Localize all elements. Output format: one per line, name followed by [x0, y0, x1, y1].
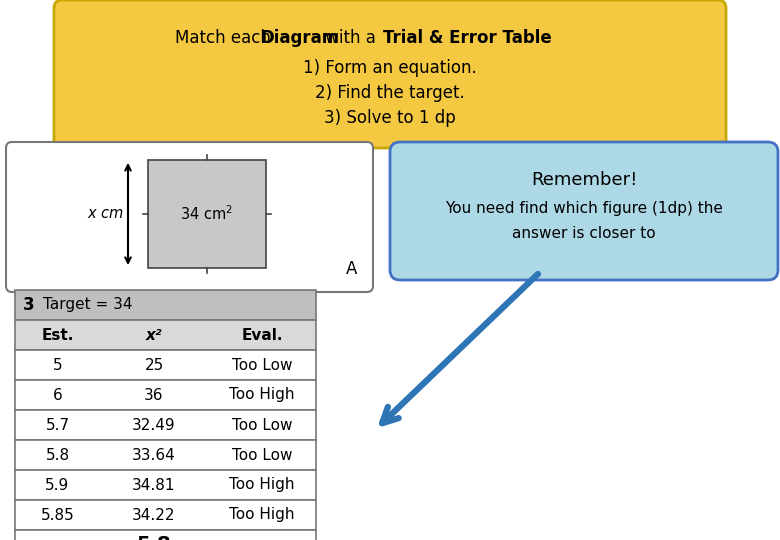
- Text: Too Low: Too Low: [232, 448, 292, 462]
- Text: with a: with a: [321, 29, 381, 47]
- Text: You need find which figure (1dp) the: You need find which figure (1dp) the: [445, 200, 723, 215]
- Text: Too High: Too High: [229, 477, 295, 492]
- Text: A: A: [346, 260, 357, 278]
- Text: Eval.: Eval.: [241, 327, 282, 342]
- Bar: [148, 160, 266, 268]
- FancyBboxPatch shape: [390, 142, 778, 280]
- FancyBboxPatch shape: [54, 0, 726, 148]
- Text: 3: 3: [23, 296, 34, 314]
- Text: Too Low: Too Low: [232, 417, 292, 433]
- Bar: [15, 380, 316, 410]
- Bar: [15, 530, 316, 540]
- Text: $34\ \mathrm{cm}^2$: $34\ \mathrm{cm}^2$: [180, 205, 233, 224]
- Text: 1) Form an equation.: 1) Form an equation.: [303, 59, 477, 77]
- Text: Too High: Too High: [229, 388, 295, 402]
- Text: 5: 5: [53, 357, 62, 373]
- Text: 6: 6: [52, 388, 62, 402]
- Bar: [15, 440, 316, 470]
- Text: Remember!: Remember!: [531, 171, 637, 189]
- Text: 5.85: 5.85: [41, 508, 74, 523]
- Text: 33.64: 33.64: [132, 448, 176, 462]
- Text: answer is closer to: answer is closer to: [512, 226, 656, 241]
- Bar: [15, 500, 316, 530]
- Text: Target = 34: Target = 34: [43, 298, 133, 313]
- Text: Too Low: Too Low: [232, 357, 292, 373]
- Text: 2) Find the target.: 2) Find the target.: [315, 84, 465, 102]
- Text: 5.8: 5.8: [45, 448, 69, 462]
- Bar: [15, 410, 316, 440]
- Text: Trial & Error Table: Trial & Error Table: [383, 29, 551, 47]
- Text: 5.8: 5.8: [136, 536, 172, 540]
- Text: $x$ cm: $x$ cm: [87, 206, 123, 221]
- Text: .: .: [544, 29, 549, 47]
- Text: Est.: Est.: [41, 327, 73, 342]
- Text: Diagram: Diagram: [261, 29, 340, 47]
- Text: Match each: Match each: [175, 29, 276, 47]
- Text: 32.49: 32.49: [132, 417, 176, 433]
- Bar: [15, 350, 316, 380]
- Text: 34.81: 34.81: [133, 477, 176, 492]
- FancyBboxPatch shape: [6, 142, 373, 292]
- Text: 3) Solve to 1 dp: 3) Solve to 1 dp: [324, 109, 456, 127]
- Text: 36: 36: [144, 388, 164, 402]
- Text: x²: x²: [146, 327, 162, 342]
- Bar: [15, 470, 316, 500]
- Text: 25: 25: [144, 357, 164, 373]
- Text: 5.7: 5.7: [45, 417, 69, 433]
- Bar: [15, 320, 316, 350]
- Text: 5.9: 5.9: [45, 477, 69, 492]
- Text: 34.22: 34.22: [133, 508, 176, 523]
- Text: Too High: Too High: [229, 508, 295, 523]
- Bar: [15, 290, 316, 320]
